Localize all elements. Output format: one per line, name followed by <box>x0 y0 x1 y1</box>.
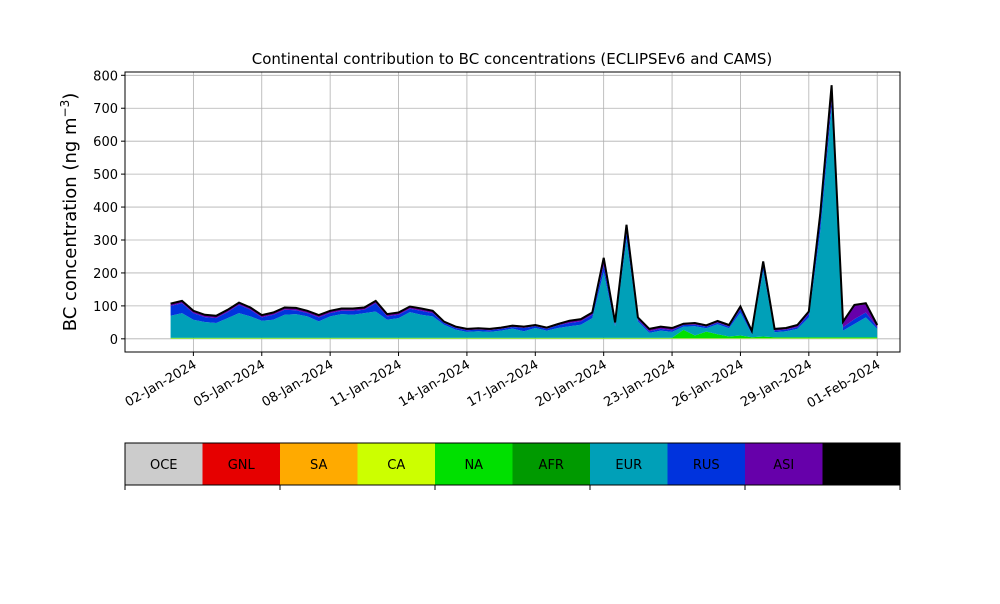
x-tick-label: 05-Jan-2024 <box>191 357 268 410</box>
y-tick-label: 100 <box>93 300 118 315</box>
colorbar-swatch-eur <box>590 443 668 485</box>
x-axis-ticks: 02-Jan-202405-Jan-202408-Jan-202411-Jan-… <box>123 352 883 411</box>
colorbar-label-aus: AUS <box>848 458 875 473</box>
area-ca <box>170 338 878 339</box>
x-tick-label: 26-Jan-2024 <box>670 357 747 410</box>
x-tick-label: 14-Jan-2024 <box>396 357 473 410</box>
colorbar-swatch-na <box>435 443 513 485</box>
x-tick-label: 29-Jan-2024 <box>738 357 815 410</box>
colorbar-swatch-rus <box>667 443 745 485</box>
region-colorbar: OCE GNL SA CA NA AFR EUR RUS ASI AUS <box>124 442 901 490</box>
colorbar-swatch-afr <box>512 443 590 485</box>
y-tick-label: 0 <box>110 333 118 348</box>
y-axis-label-prefix: BC concentration (ng m <box>60 117 81 331</box>
y-axis-label: BC concentration (ng m−3) <box>58 93 81 332</box>
y-axis-label-sup: −3 <box>58 100 72 118</box>
x-tick-label: 01-Feb-2024 <box>805 357 884 411</box>
area-eur <box>170 106 878 338</box>
colorbar-swatch-oce <box>125 443 203 485</box>
y-tick-label: 500 <box>93 168 118 183</box>
colorbar-label-gnl: GNL <box>228 458 256 473</box>
total-concentration-line <box>170 85 879 335</box>
x-tick-label: 17-Jan-2024 <box>465 357 542 410</box>
x-tick-label: 11-Jan-2024 <box>328 357 405 410</box>
colorbar-label-sa: SA <box>310 458 327 473</box>
y-tick-label: 800 <box>93 69 118 84</box>
x-tick-label: 02-Jan-2024 <box>123 357 200 410</box>
chart-title: Continental contribution to BC concentra… <box>252 50 773 68</box>
colorbar-label-eur: EUR <box>615 458 642 473</box>
colorbar-swatch-asi <box>745 443 823 485</box>
y-tick-label: 700 <box>93 102 118 117</box>
y-tick-label: 400 <box>93 201 118 216</box>
y-tick-label: 600 <box>93 135 118 150</box>
colorbar-label-oce: OCE <box>150 458 178 473</box>
colorbar-swatch-sa <box>280 443 358 485</box>
y-tick-label: 300 <box>93 234 118 249</box>
colorbar-label-rus: RUS <box>693 458 720 473</box>
colorbar-label-ca: CA <box>387 458 405 473</box>
area-rus <box>170 100 878 334</box>
colorbar-label-na: NA <box>464 458 483 473</box>
stacked-areas <box>170 85 878 339</box>
colorbar-label-afr: AFR <box>539 458 564 473</box>
colorbar-swatch-ca <box>357 443 435 485</box>
area-aus <box>170 85 878 332</box>
colorbar-label-asi: ASI <box>773 458 794 473</box>
y-tick-label: 200 <box>93 267 118 282</box>
x-tick-label: 23-Jan-2024 <box>601 357 678 410</box>
y-axis-ticks: 0 100 200 300 400 500 600 700 800 <box>93 69 125 348</box>
x-tick-label: 08-Jan-2024 <box>260 357 337 410</box>
colorbar-swatch-gnl <box>202 443 280 485</box>
plot-frame <box>124 71 901 353</box>
colorbar-frame <box>124 442 901 486</box>
x-tick-label: 20-Jan-2024 <box>533 357 610 410</box>
colorbar-swatch-aus <box>822 443 900 485</box>
y-axis-label-suffix: ) <box>60 93 81 100</box>
area-asi <box>170 86 878 333</box>
area-na <box>170 329 878 339</box>
